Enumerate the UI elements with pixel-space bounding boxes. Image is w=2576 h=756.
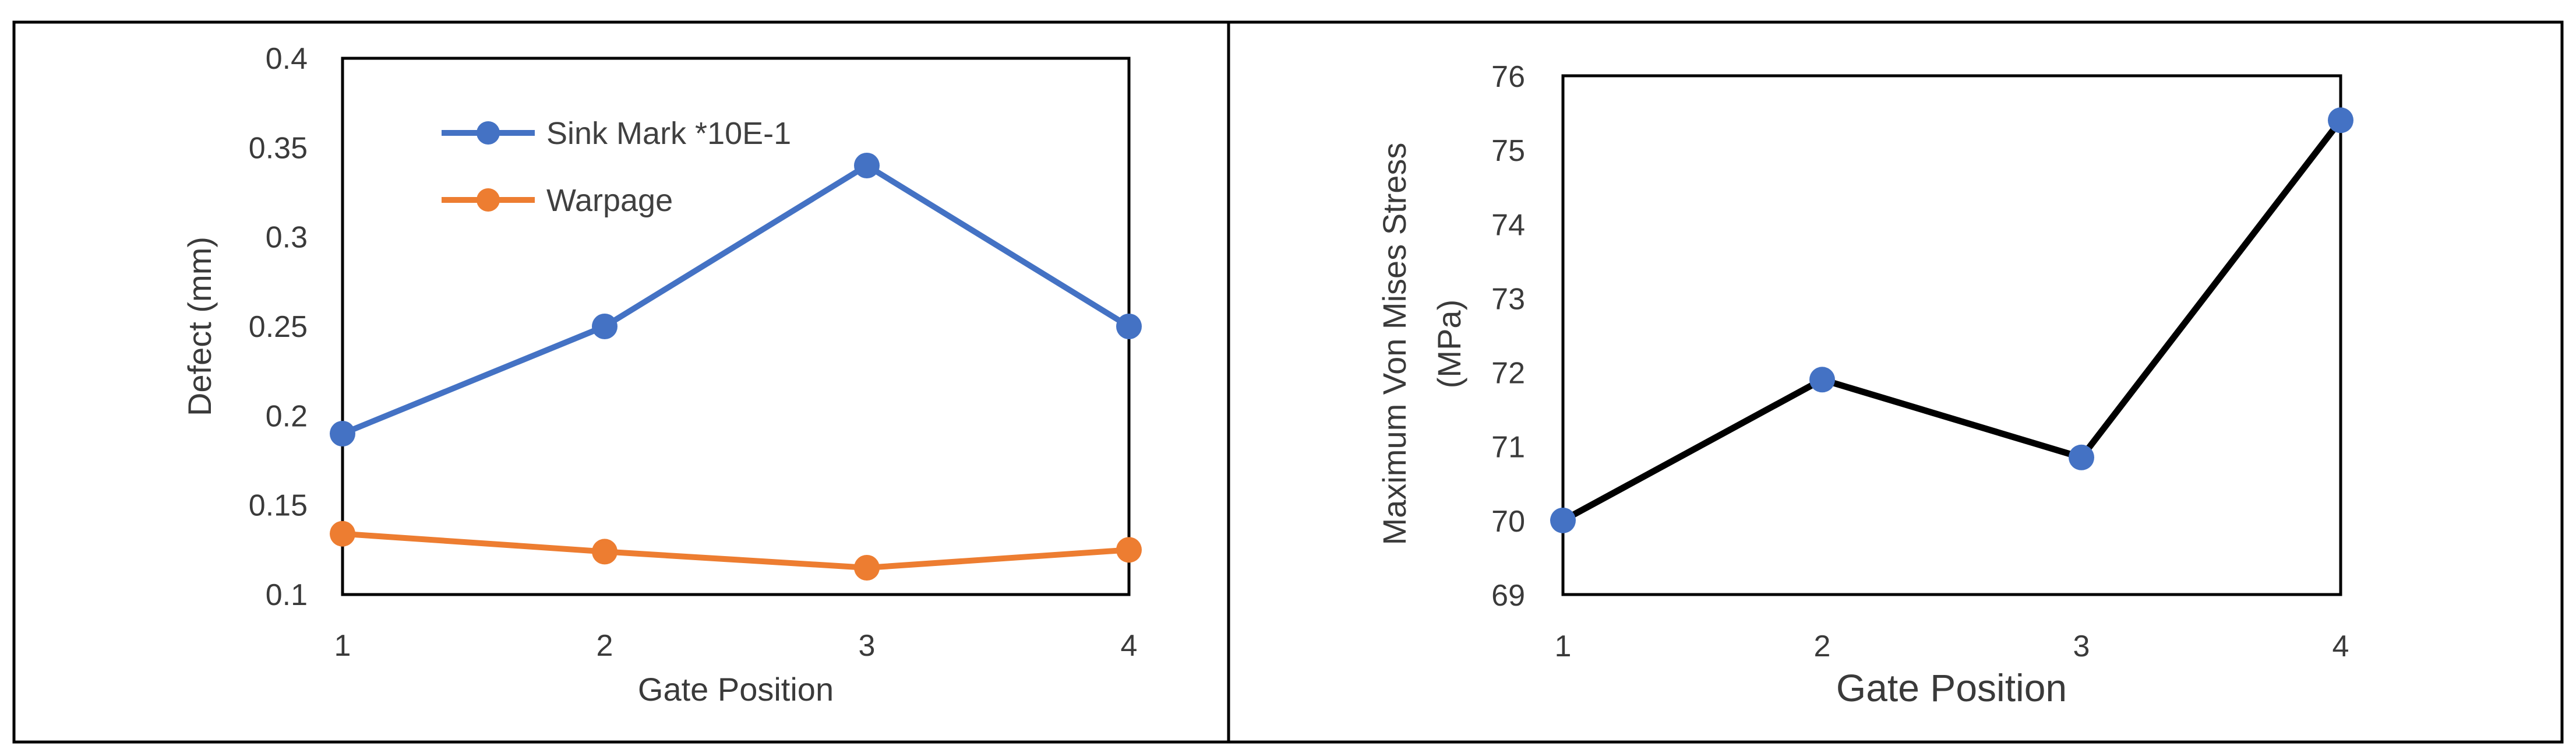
x-tick-label: 1	[1555, 630, 1572, 663]
y-tick-label: 0.25	[249, 310, 308, 344]
series-group	[1550, 107, 2353, 533]
x-axis-title: Gate Position	[1836, 666, 2067, 709]
y-tick-labels: 0.1 0.15 0.2 0.25 0.3 0.35 0.4	[249, 42, 308, 612]
data-point[interactable]	[1116, 537, 1142, 563]
data-point[interactable]	[592, 314, 617, 339]
data-point[interactable]	[1116, 314, 1142, 339]
x-tick-label: 1	[334, 629, 351, 663]
series-group	[330, 153, 1142, 581]
legend-marker-warpage	[477, 188, 500, 212]
series-line-1	[342, 530, 1130, 571]
series-line-0	[341, 163, 1131, 437]
y-axis-title: Defect (mm)	[181, 237, 218, 416]
y-tick-label: 76	[1491, 60, 1525, 94]
plot-area-stress	[1561, 74, 2342, 596]
y-tick-label: 73	[1491, 282, 1525, 316]
x-tick-label: 3	[2073, 630, 2090, 663]
data-point[interactable]	[2069, 444, 2094, 470]
figure-frame	[12, 20, 2564, 744]
y-tick-label: 71	[1491, 431, 1525, 465]
y-tick-label: 0.1	[266, 578, 308, 612]
y-tick-label: 0.35	[249, 131, 308, 165]
x-tick-label: 4	[1121, 629, 1138, 663]
y-tick-label: 0.4	[266, 42, 308, 76]
data-point[interactable]	[854, 555, 880, 581]
series-line-0	[1561, 118, 2344, 523]
chart-defect: 0.1 0.15 0.2 0.25 0.3 0.35 0.4 1 2 3 4 Gate Posit…	[181, 42, 1142, 708]
y-tick-label: 0.2	[266, 399, 308, 433]
y-tick-label: 75	[1491, 134, 1525, 168]
y-tick-labels: 69 70 71 72 73 74 75 76	[1491, 60, 1525, 613]
data-point[interactable]	[854, 153, 880, 178]
y-tick-label: 70	[1491, 505, 1525, 539]
legend[interactable]: Sink Mark *10E-1 Warpage	[442, 116, 791, 218]
legend-marker-sink-mark	[477, 121, 500, 145]
x-tick-label: 3	[859, 629, 876, 663]
y-axis-title-line-1: Maximum Von Mises Stress	[1376, 143, 1413, 546]
legend-label-sink-mark: Sink Mark *10E-1	[546, 116, 791, 151]
legend-item-warpage[interactable]: Warpage	[442, 183, 673, 218]
y-axis-title-line-2: (MPa)	[1431, 300, 1467, 388]
legend-item-sink-mark[interactable]: Sink Mark *10E-1	[442, 116, 791, 151]
y-tick-label: 72	[1491, 357, 1525, 391]
x-axis-title: Gate Position	[638, 671, 834, 708]
data-point[interactable]	[330, 521, 355, 547]
y-tick-label: 0.15	[249, 489, 308, 523]
x-tick-labels: 1 2 3 4	[334, 629, 1138, 663]
x-tick-label: 4	[2332, 630, 2349, 663]
x-tick-label: 2	[597, 629, 613, 663]
y-tick-label: 74	[1491, 208, 1525, 242]
data-point[interactable]	[1809, 367, 1835, 393]
data-point[interactable]	[330, 421, 355, 446]
y-tick-label: 69	[1491, 579, 1525, 613]
x-tick-labels: 1 2 3 4	[1555, 630, 2349, 663]
legend-label-warpage: Warpage	[546, 183, 673, 218]
y-tick-label: 0.3	[266, 221, 308, 255]
data-point[interactable]	[2328, 107, 2353, 133]
x-tick-label: 2	[1814, 630, 1831, 663]
chart-stress: 69 70 71 72 73 74 75 76 1 2 3 4 Gate Position Maxi…	[1376, 60, 2353, 709]
data-point[interactable]	[1550, 507, 1576, 533]
data-point[interactable]	[592, 539, 617, 565]
